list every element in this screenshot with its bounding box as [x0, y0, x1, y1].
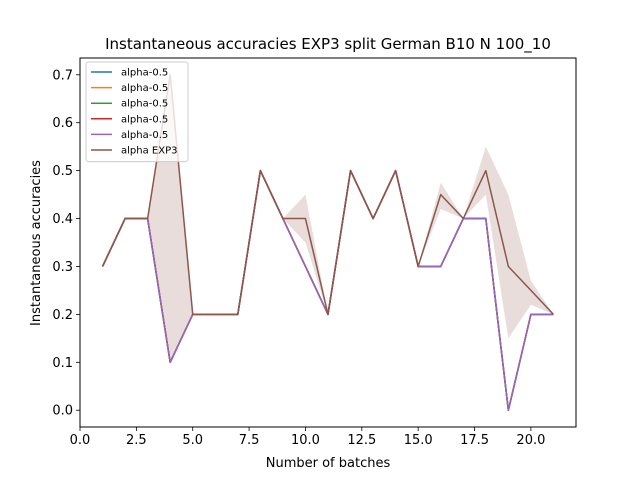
x-tick-label: 20.0: [516, 433, 545, 448]
x-axis-label: Number of batches: [266, 456, 391, 471]
y-tick-label: 0.4: [52, 212, 73, 227]
x-tick-label: 12.5: [347, 433, 376, 448]
y-tick-label: 0.6: [52, 116, 73, 131]
y-tick-label: 0.1: [52, 356, 73, 371]
legend-label-5: alpha EXP3: [121, 146, 177, 157]
y-tick-label: 0.5: [52, 164, 73, 179]
y-tick-label: 0.3: [52, 260, 73, 275]
legend-label-3: alpha-0.5: [121, 114, 168, 125]
x-tick-label: 15.0: [404, 433, 433, 448]
legend-label-0: alpha-0.5: [121, 68, 168, 79]
x-tick-label: 7.5: [239, 433, 260, 448]
y-axis-label: Instantaneous accuracies: [29, 160, 44, 326]
legend-label-4: alpha-0.5: [121, 130, 168, 141]
plot-frame: [79, 57, 577, 428]
x-axis: 0.0 2.5 5.0 7.5 10.0 12.5 15.0 17.5 20.0: [70, 427, 545, 448]
chart-title: Instantaneous accuracies EXP3 split Germ…: [105, 35, 551, 54]
x-tick-label: 0.0: [70, 433, 91, 448]
y-tick-label: 0.2: [52, 308, 73, 323]
x-tick-label: 2.5: [126, 433, 147, 448]
legend-label-2: alpha-0.5: [121, 99, 168, 110]
x-tick-label: 10.0: [291, 433, 320, 448]
x-tick-label: 5.0: [182, 433, 203, 448]
legend: alpha-0.5 alpha-0.5 alpha-0.5 alpha-0.5 alph…: [85, 61, 189, 163]
y-axis: 0.0 0.1 0.2 0.3 0.4 0.5 0.6 0.7: [52, 68, 80, 419]
x-tick-label: 17.5: [460, 433, 489, 448]
y-tick-label: 0.0: [52, 404, 73, 419]
legend-label-1: alpha-0.5: [121, 83, 168, 94]
series-5-confidence-band: [102, 74, 554, 363]
y-tick-label: 0.7: [52, 68, 73, 83]
